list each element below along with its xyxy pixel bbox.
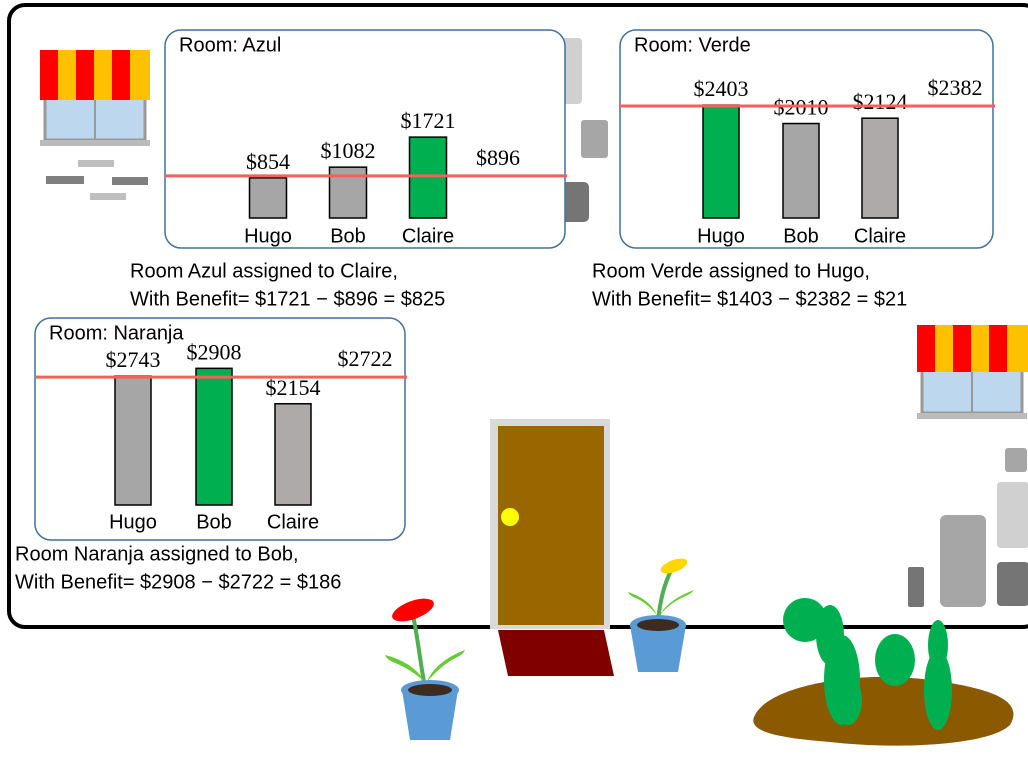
category-label: Bob bbox=[330, 225, 366, 247]
panel-title: Room: Verde bbox=[634, 34, 751, 56]
scene: Room: Azul $854 Hugo $1082 Bob $1721 Claire $89… bbox=[0, 0, 1028, 757]
category-label: Claire bbox=[402, 225, 454, 247]
value-label: $2743 bbox=[106, 347, 161, 372]
value-label: $2908 bbox=[187, 339, 242, 364]
panel-title: Room: Azul bbox=[179, 34, 281, 56]
value-label: $2124 bbox=[853, 89, 908, 114]
threshold-label: $2382 bbox=[928, 75, 983, 100]
panel-title: Room: Naranja bbox=[49, 322, 184, 344]
value-label: $854 bbox=[246, 149, 290, 174]
door bbox=[490, 419, 614, 676]
category-label: Hugo bbox=[109, 511, 157, 533]
category-label: Claire bbox=[267, 511, 319, 533]
caption: With Benefit= $1721 − $896 = $825 bbox=[130, 288, 445, 310]
bar bbox=[783, 124, 819, 218]
threshold-label: $896 bbox=[476, 145, 520, 170]
bar bbox=[862, 118, 898, 218]
value-label: $1721 bbox=[401, 108, 456, 133]
category-label: Claire bbox=[854, 225, 906, 247]
bar bbox=[410, 137, 447, 218]
threshold-label: $2722 bbox=[338, 346, 393, 371]
value-label: $2403 bbox=[694, 76, 749, 101]
caption: Room Azul assigned to Claire, bbox=[130, 260, 398, 282]
bar bbox=[115, 376, 151, 505]
bar bbox=[196, 368, 232, 505]
bar bbox=[703, 105, 739, 218]
caption: With Benefit= $1403 − $2382 = $21 bbox=[592, 288, 907, 310]
category-label: Bob bbox=[783, 225, 819, 247]
category-label: Hugo bbox=[244, 225, 292, 247]
category-label: Hugo bbox=[697, 225, 745, 247]
bar bbox=[275, 404, 311, 505]
caption: Room Verde assigned to Hugo, bbox=[592, 260, 870, 282]
caption: Room Naranja assigned to Bob, bbox=[15, 543, 299, 565]
caption: With Benefit= $2908 − $2722 = $186 bbox=[15, 571, 341, 593]
value-label: $1082 bbox=[321, 138, 376, 163]
bar bbox=[250, 178, 287, 218]
page: Room: Azul $854 Hugo $1082 Bob $1721 Claire $89… bbox=[0, 0, 1028, 757]
storefront bbox=[917, 325, 1028, 419]
category-label: Bob bbox=[196, 511, 232, 533]
